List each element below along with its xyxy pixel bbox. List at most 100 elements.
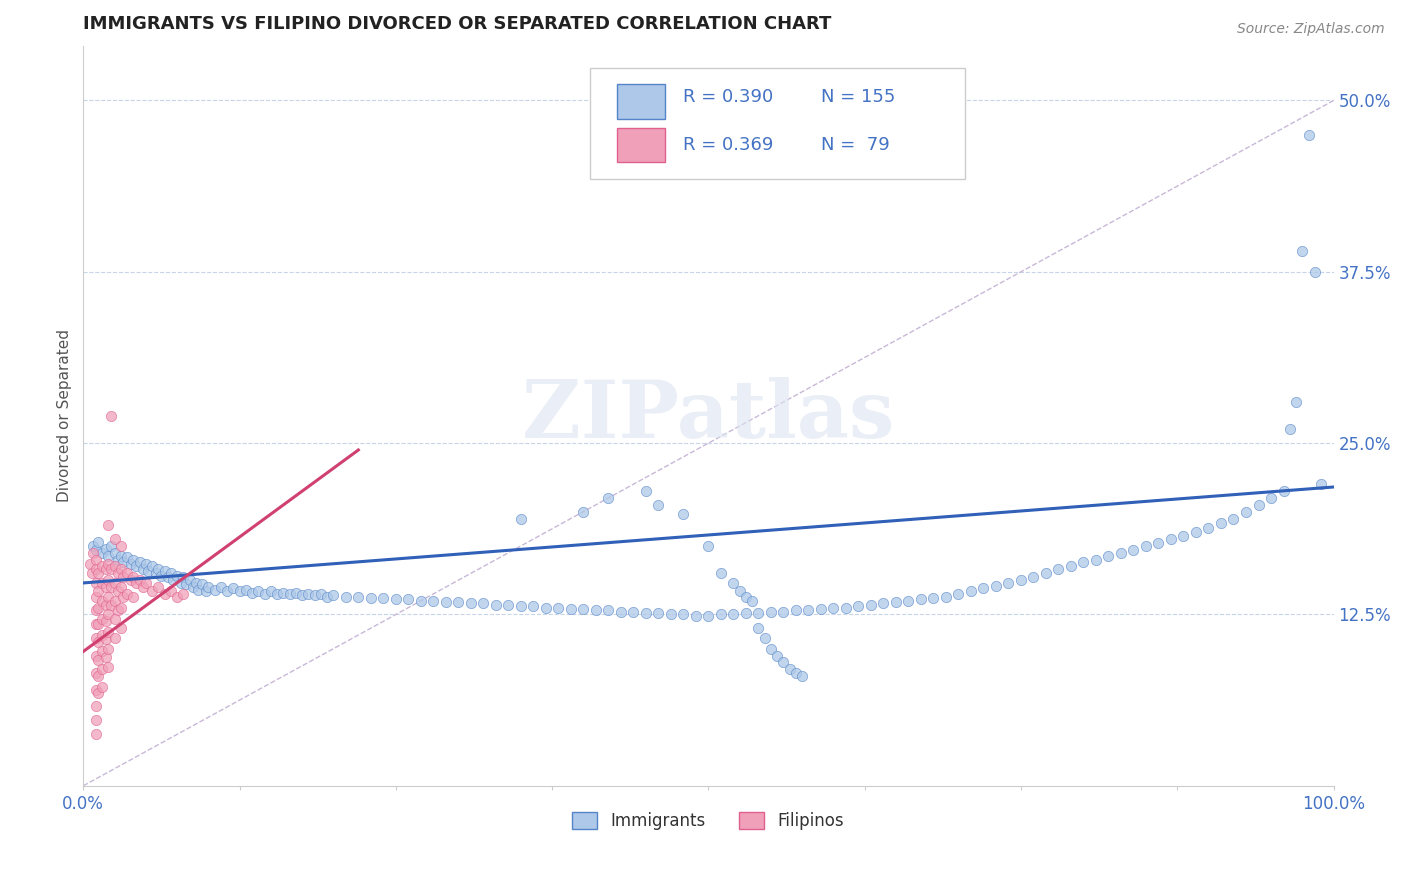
Point [148,562,170,576]
Point [634,484,657,499]
Point [87,685,110,699]
Point [273,585,295,599]
Point [97,625,120,640]
Point [84,682,107,697]
Point [322,588,344,602]
Point [672,607,695,622]
Point [240,585,263,599]
Point [115,587,138,601]
Point [835,600,858,615]
Point [509,511,531,525]
Point [187,582,209,597]
Point [110,580,132,594]
Point [634,606,657,620]
Point [1073,555,1095,569]
Point [166,590,188,604]
Point [97,557,120,571]
Point [87,617,110,632]
Point [1109,546,1132,560]
Point [84,699,107,714]
Point [112,570,135,584]
Point [91,611,114,625]
Text: R = 0.369: R = 0.369 [683,136,773,153]
Point [132,562,155,576]
Point [94,598,117,612]
Point [385,592,408,607]
Point [728,584,751,599]
Point [84,666,107,681]
FancyBboxPatch shape [617,84,665,119]
Point [759,605,782,619]
Point [100,409,122,423]
Point [247,584,270,599]
Point [174,577,197,591]
Point [87,635,110,649]
Point [472,597,495,611]
Point [848,599,870,614]
Point [278,587,301,601]
Point [153,587,176,601]
Point [122,590,145,604]
Point [103,532,125,546]
Point [984,579,1007,593]
Point [309,587,332,601]
Point [172,570,194,584]
Point [209,580,232,594]
Point [128,573,150,587]
Point [1084,552,1107,566]
Point [112,555,135,569]
Point [91,593,114,607]
FancyBboxPatch shape [589,68,965,179]
Point [94,649,117,664]
Point [100,539,122,553]
Point [110,600,132,615]
Point [103,559,125,574]
Point [291,588,314,602]
Point [84,576,107,591]
Point [1260,491,1282,505]
Point [741,593,763,607]
Point [136,564,159,578]
Point [1310,477,1333,491]
Point [598,603,620,617]
Point [159,584,181,599]
Point [84,631,107,645]
Point [572,602,595,616]
Point [82,546,104,560]
Point [823,600,845,615]
Point [97,590,120,604]
Point [97,573,120,587]
Point [253,587,276,601]
Point [1185,525,1208,540]
Point [792,669,814,683]
Point [84,590,107,604]
Point [1060,559,1083,574]
Point [132,580,155,594]
Point [103,546,125,560]
Point [347,590,370,604]
Point [266,587,288,601]
Point [1291,244,1313,259]
Point [647,606,669,620]
Point [409,593,432,607]
Point [181,580,204,594]
Point [84,727,107,741]
Point [84,562,107,576]
Point [91,628,114,642]
Point [1022,570,1045,584]
Point [672,508,695,522]
Point [948,587,970,601]
Point [522,599,544,614]
Point [304,588,326,602]
Point [1285,395,1308,409]
Point [935,590,957,604]
Point [766,648,789,663]
Point [297,587,319,601]
Point [972,582,994,596]
Point [460,597,482,611]
Point [103,631,125,645]
Text: ZIPatlas: ZIPatlas [522,376,894,455]
Point [735,590,758,604]
Point [84,543,107,558]
Point [560,602,582,616]
